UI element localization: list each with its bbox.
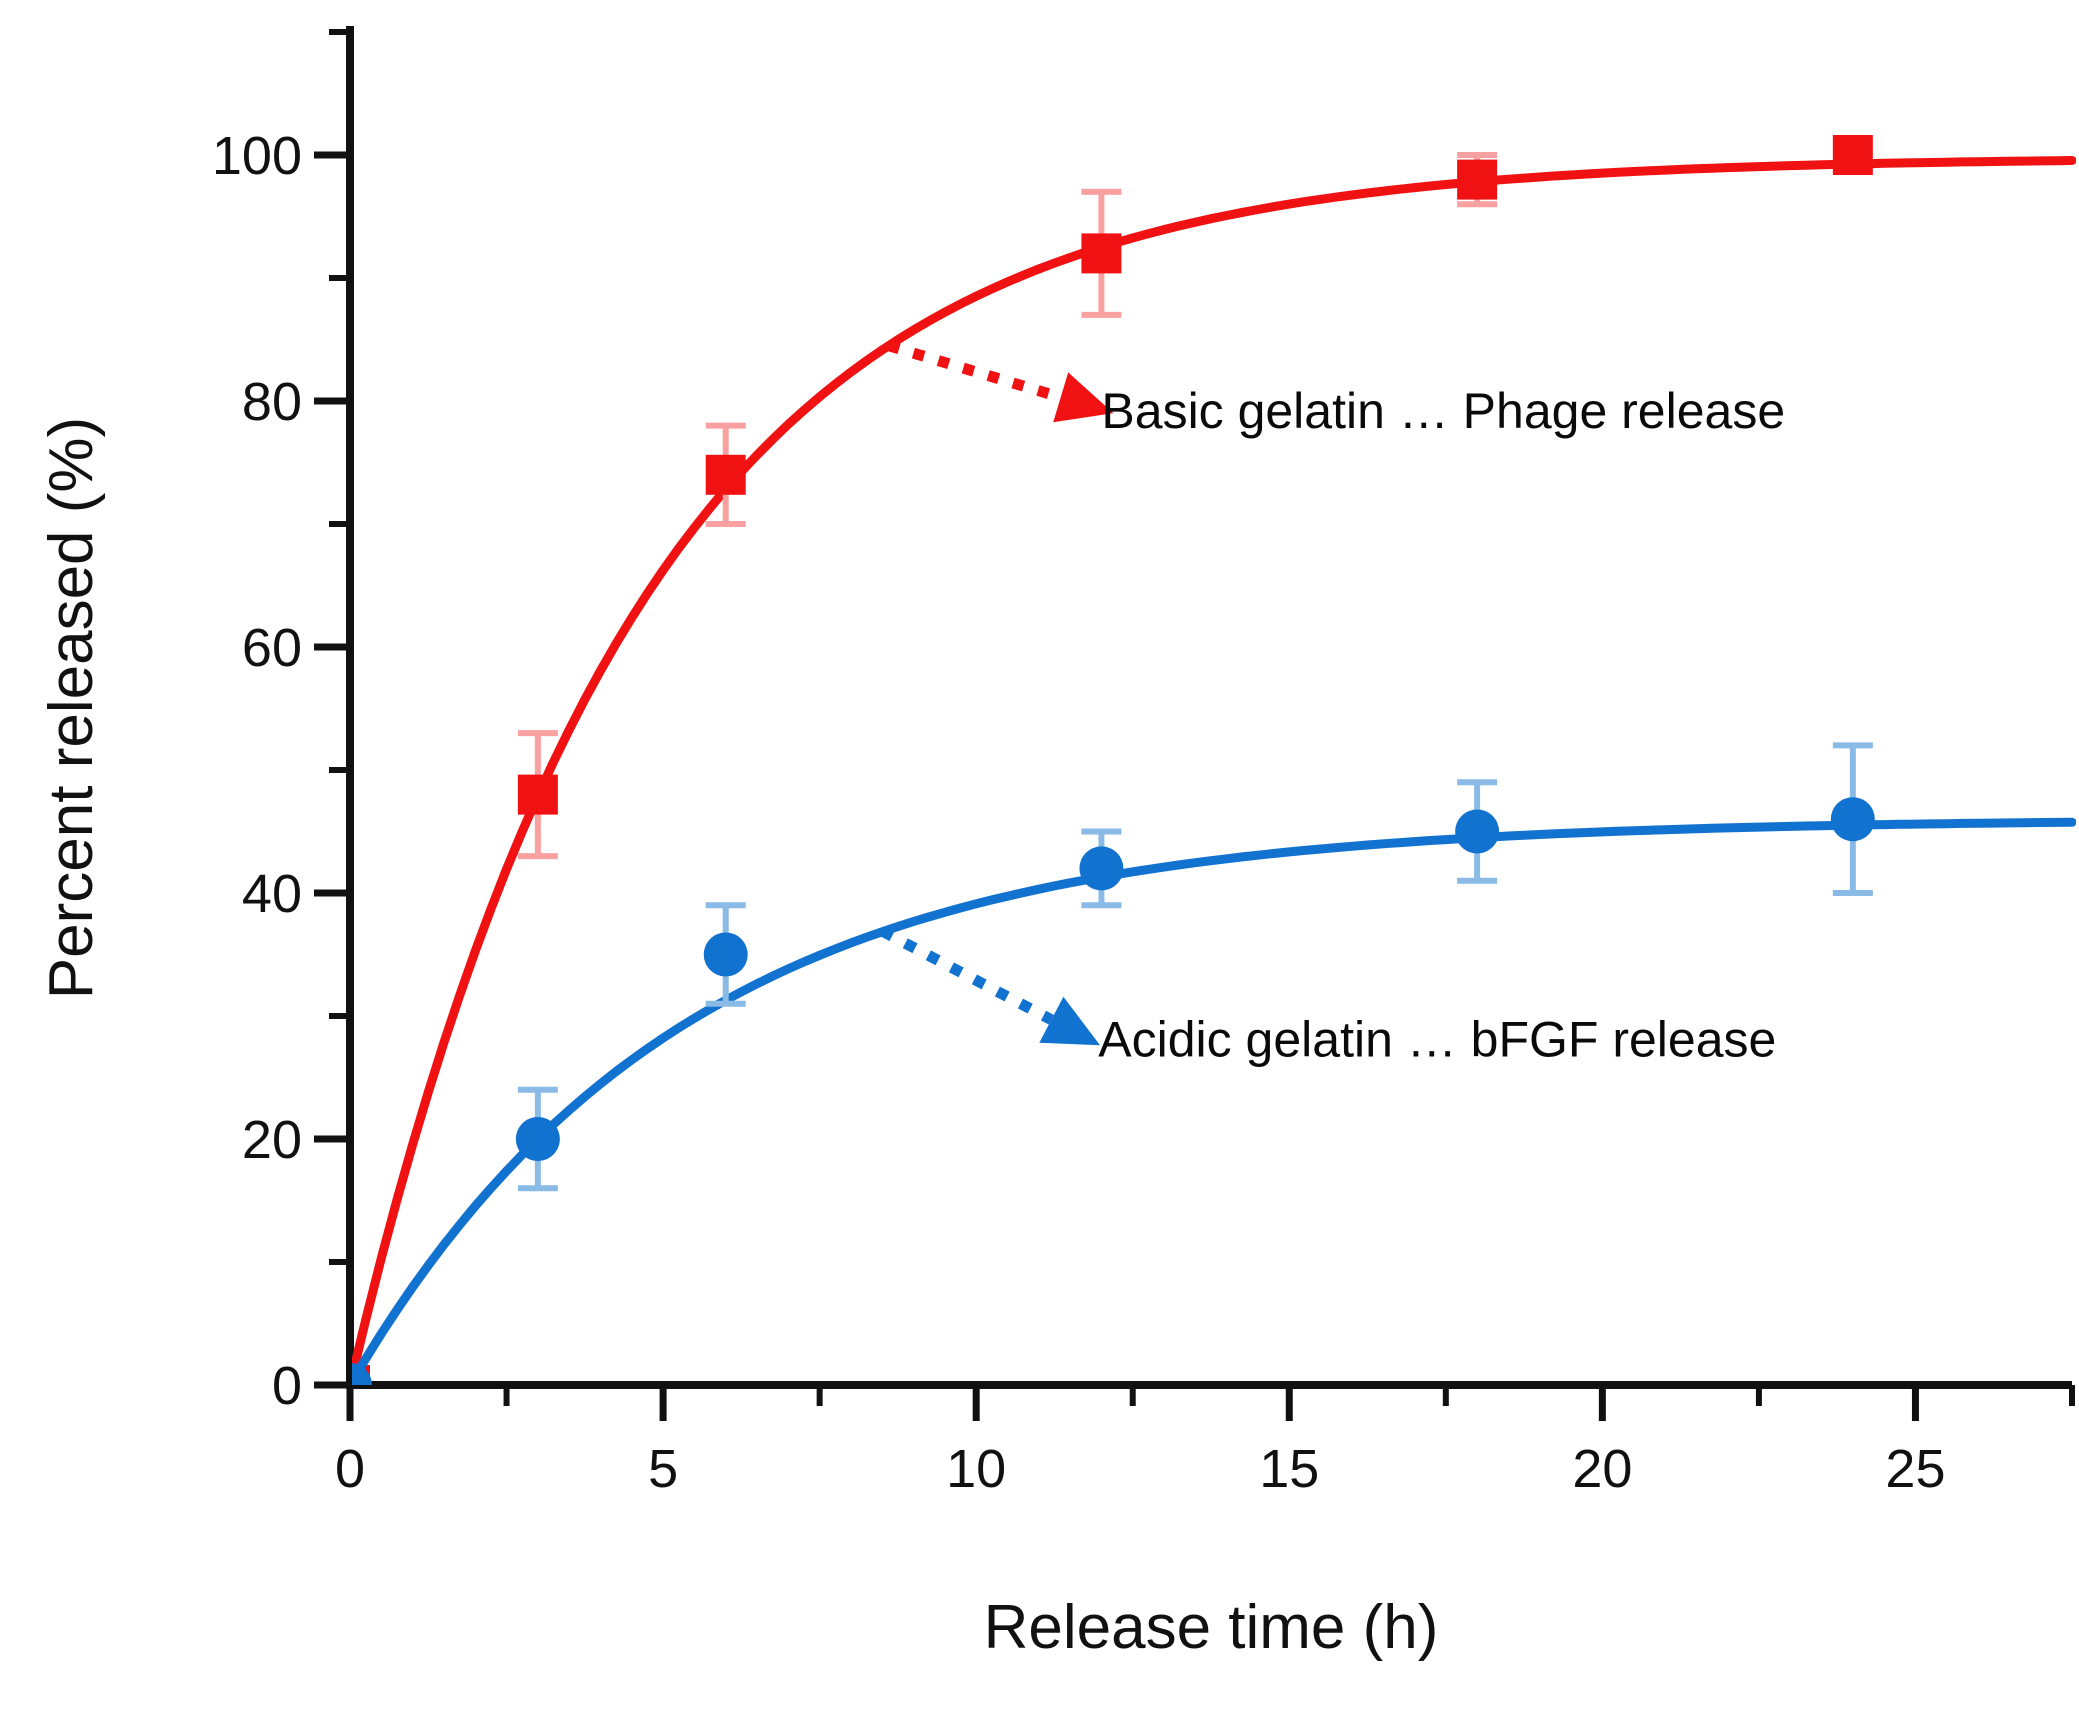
marker-square-basic [705,454,746,495]
curve-acidic [352,817,2076,1385]
y-tick-label: 40 [242,864,302,924]
marker-circle-acidic [1830,797,1875,842]
x-axis-title: Release time (h) [984,1593,1439,1662]
series-layer [352,135,2076,1385]
annotation-arrow-line [886,340,1063,403]
series-acidic [352,742,2076,1385]
marker-square-basic [517,774,558,815]
x-tick-label: 20 [1572,1439,1632,1499]
y-tick-label: 0 [272,1356,302,1416]
marker-circle-acidic [1079,846,1124,891]
marker-square-basic [1832,135,1873,175]
y-tick-label: 80 [242,372,302,432]
x-tick-label: 5 [648,1439,678,1499]
x-tick-label: 15 [1259,1439,1319,1499]
marker-square-basic [1457,159,1498,200]
marker-circle-acidic [352,1363,372,1385]
annotation-layer: Basic gelatin … Phage release Acidic gela… [879,340,1785,1067]
y-tick-label: 100 [212,126,302,186]
annotation-acidic: Acidic gelatin … bFGF release [879,926,1776,1067]
series-basic [352,135,2076,1385]
annotation-basic: Basic gelatin … Phage release [886,340,1785,439]
marker-circle-acidic [703,932,748,977]
axes: 0 5 10 15 20 25 0 20 40 60 80 100 [212,26,2075,1499]
x-tick-label: 0 [335,1439,365,1499]
x-tick-label: 25 [1885,1439,1945,1499]
y-tick-label: 60 [242,618,302,678]
annotation-arrow-line [879,926,1054,1025]
curve-basic [352,156,2076,1385]
x-tick-label: 10 [946,1439,1006,1499]
marker-circle-acidic [515,1117,560,1161]
annotation-label: Basic gelatin … Phage release [1101,383,1785,439]
annotation-arrowhead [1039,996,1100,1046]
y-tick-label: 20 [242,1110,302,1170]
marker-circle-acidic [1455,809,1500,854]
y-axis-title: Percent released (%) [37,417,106,999]
annotation-arrowhead [1053,372,1114,423]
marker-square-basic [1081,233,1122,274]
annotation-label: Acidic gelatin … bFGF release [1098,1011,1776,1067]
